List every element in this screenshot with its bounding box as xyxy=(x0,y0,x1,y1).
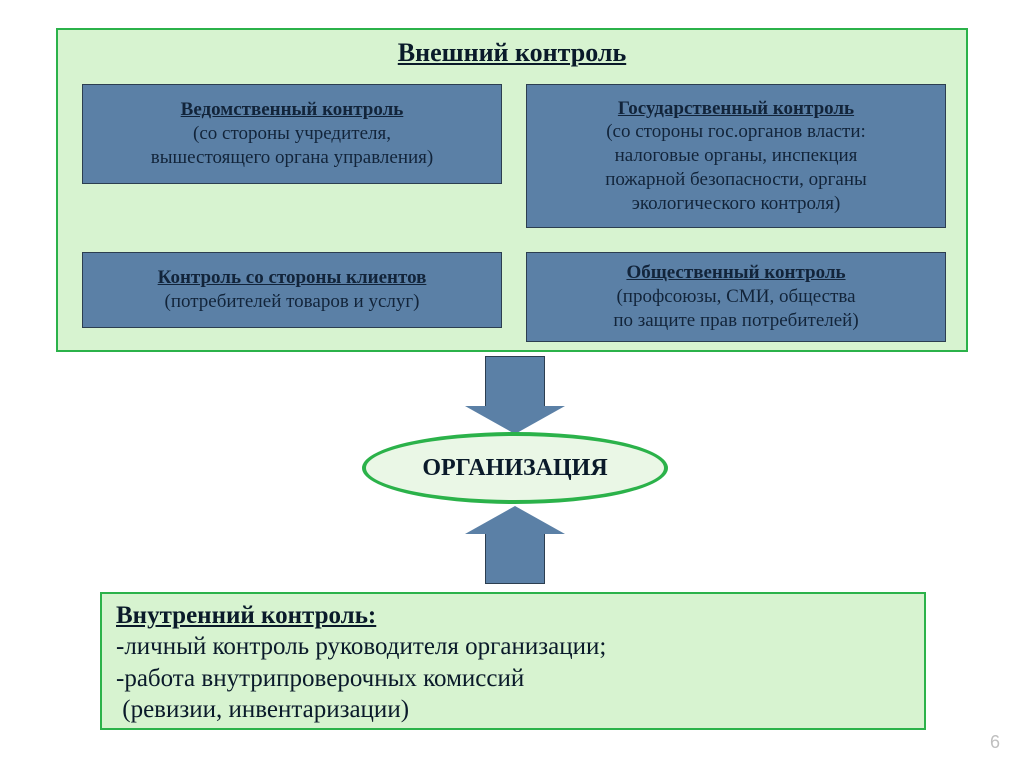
cell-title: Государственный контроль xyxy=(537,97,935,121)
organization-ellipse: ОРГАНИЗАЦИЯ xyxy=(362,432,668,504)
cell-state-control: Государственный контроль (со стороны гос… xyxy=(526,84,946,228)
cell-body: (потребителей товаров и услуг) xyxy=(93,290,491,314)
internal-control-title: Внутренний контроль: xyxy=(116,600,910,631)
internal-control-line: -личный контроль руководителя организаци… xyxy=(116,631,910,662)
cell-client-control: Контроль со стороны клиентов (потребител… xyxy=(82,252,502,328)
arrow-down-head xyxy=(465,406,565,434)
cell-body: (профсоюзы, СМИ, обществапо защите прав … xyxy=(537,285,935,333)
arrow-down-shaft xyxy=(485,356,545,406)
cell-title: Контроль со стороны клиентов xyxy=(93,266,491,290)
cell-title: Ведомственный контроль xyxy=(93,98,491,122)
arrow-up-head xyxy=(465,506,565,534)
external-control-title: Внешний контроль xyxy=(58,30,966,68)
arrow-up-shaft xyxy=(485,534,545,584)
organization-label: ОРГАНИЗАЦИЯ xyxy=(422,455,607,482)
page-number: 6 xyxy=(990,732,1000,753)
internal-control-line: (ревизии, инвентаризации) xyxy=(116,694,910,725)
internal-control-line: -работа внутрипроверочных комиссий xyxy=(116,663,910,694)
cell-body: (со стороны гос.органов власти:налоговые… xyxy=(537,120,935,215)
cell-body: (со стороны учредителя,вышестоящего орга… xyxy=(93,122,491,170)
cell-title: Общественный контроль xyxy=(537,261,935,285)
cell-public-control: Общественный контроль (профсоюзы, СМИ, о… xyxy=(526,252,946,342)
cell-departmental-control: Ведомственный контроль (со стороны учред… xyxy=(82,84,502,184)
internal-control-container: Внутренний контроль: -личный контроль ру… xyxy=(100,592,926,730)
